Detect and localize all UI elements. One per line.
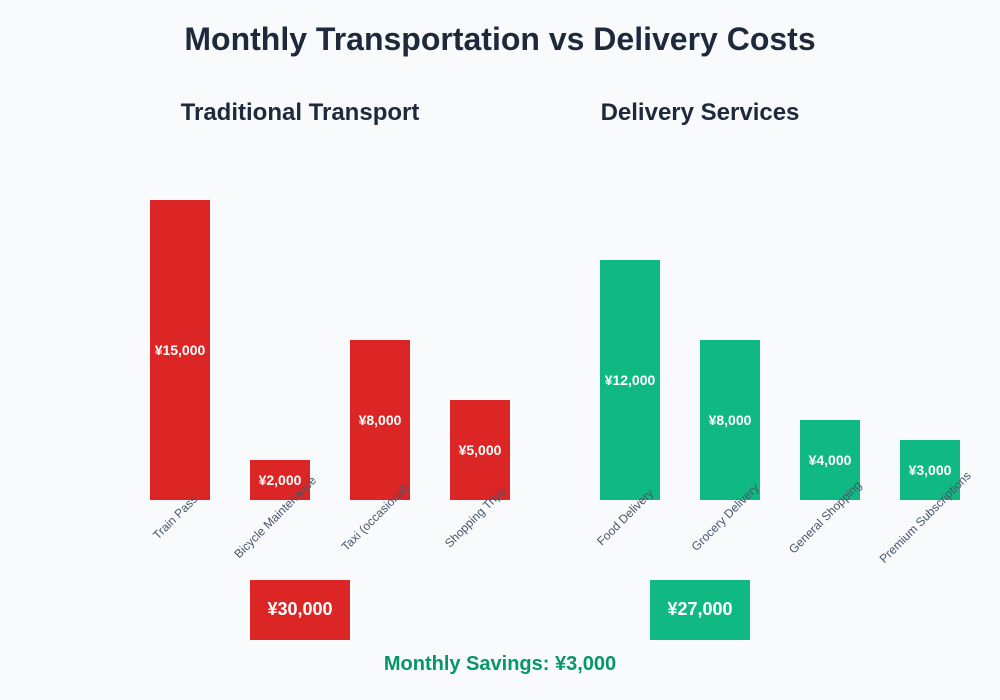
monthly-savings: Monthly Savings: ¥3,000 — [384, 653, 616, 675]
bar — [150, 200, 210, 500]
bar — [800, 420, 860, 500]
bar — [250, 460, 310, 500]
delivery-total-box — [650, 580, 750, 640]
value-label: ¥8,000 — [709, 412, 752, 428]
value-label: ¥12,000 — [605, 372, 656, 388]
value-label: ¥15,000 — [155, 342, 206, 358]
value-label: ¥5,000 — [459, 442, 502, 458]
delivery-title: Delivery Services — [601, 99, 800, 126]
bar — [350, 340, 410, 500]
value-label: ¥2,000 — [259, 472, 302, 488]
value-label: ¥3,000 — [909, 462, 952, 478]
bar — [700, 340, 760, 500]
traditional-total-box — [250, 580, 350, 640]
value-label: ¥4,000 — [809, 452, 852, 468]
bar — [900, 440, 960, 500]
bar — [450, 400, 510, 500]
chart-title: Monthly Transportation vs Delivery Costs — [184, 21, 815, 57]
value-label: ¥8,000 — [359, 412, 402, 428]
bar — [600, 260, 660, 500]
traditional-title: Traditional Transport — [181, 99, 420, 126]
traditional-total: ¥30,000 — [267, 599, 332, 619]
delivery-total: ¥27,000 — [667, 599, 732, 619]
